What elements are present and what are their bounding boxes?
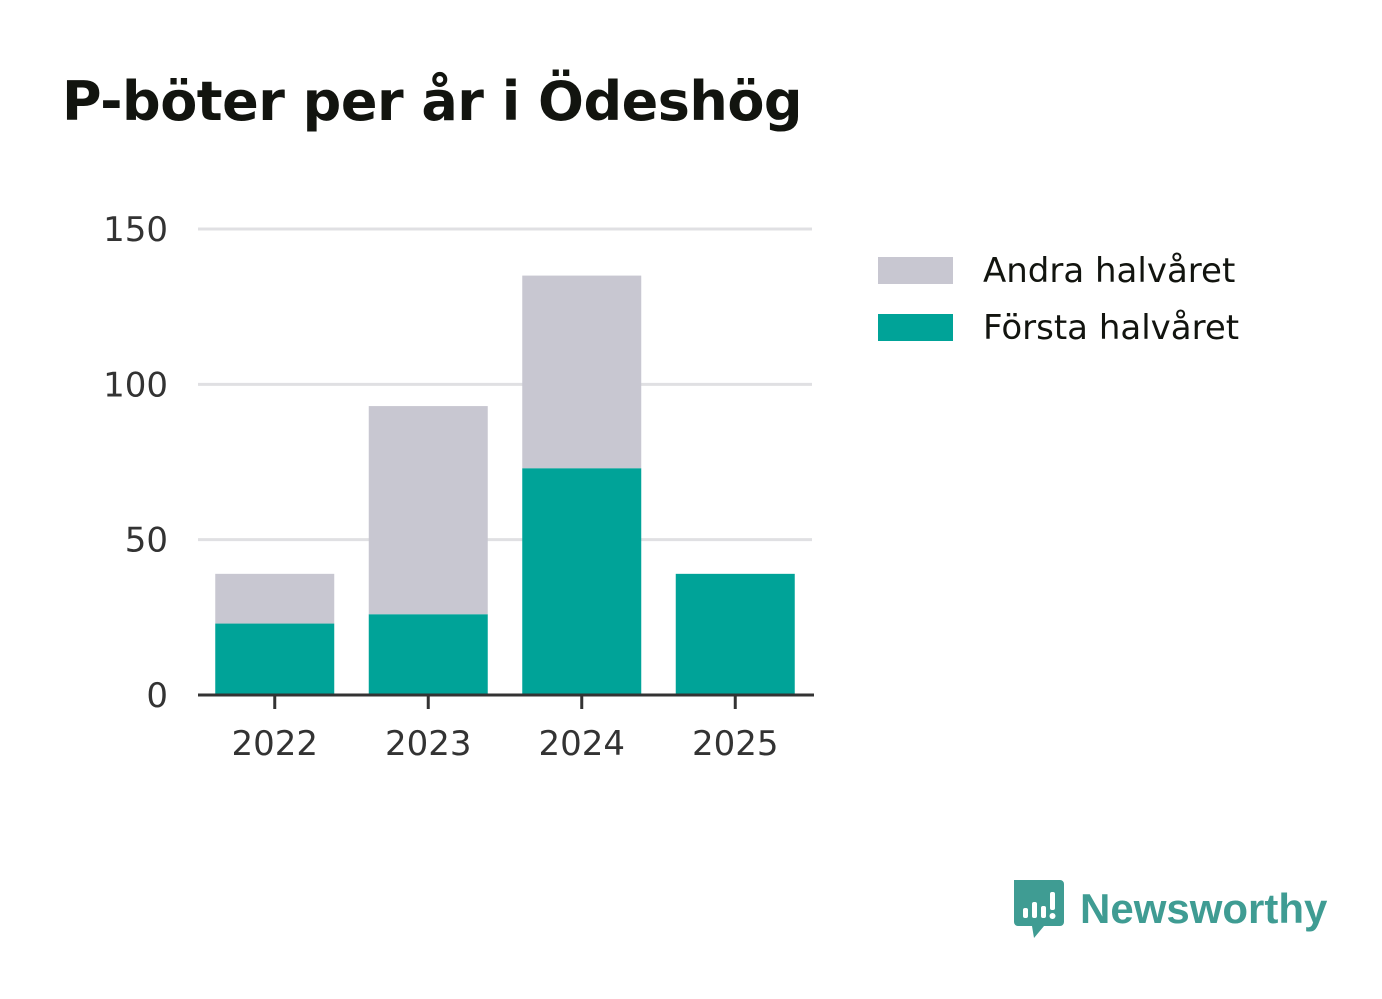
newsworthy-brand[interactable]: Newsworthy: [1010, 878, 1327, 940]
y-tick-label: 100: [103, 365, 168, 405]
y-tick-label: 0: [146, 676, 168, 716]
bar-2023-andra[interactable]: [368, 406, 488, 615]
bar-2024-andra[interactable]: [522, 275, 642, 469]
legend-label: Första halvåret: [983, 308, 1239, 348]
y-tick-label: 150: [103, 210, 168, 250]
x-tick-label-2025: 2025: [692, 724, 779, 764]
x-axis: 2022 2023 2024 2025: [198, 693, 814, 764]
legend-swatch: [878, 257, 953, 284]
bar-2024-forsta[interactable]: [522, 468, 642, 695]
legend: Andra halvåret Första halvåret: [878, 251, 1239, 348]
brand-name: Newsworthy: [1080, 885, 1328, 932]
bar-2023-forsta[interactable]: [368, 614, 488, 695]
legend-label: Andra halvåret: [983, 251, 1235, 291]
bar-2022-forsta[interactable]: [215, 623, 335, 695]
chart-title: P-böter per år i Ödeshög: [62, 70, 803, 133]
x-tick-label-2022: 2022: [231, 724, 318, 764]
bar-2025-forsta[interactable]: [675, 573, 795, 695]
legend-swatch: [878, 314, 953, 341]
x-tick-label-2023: 2023: [385, 724, 472, 764]
y-axis-ticks: 0 50 100 150: [103, 210, 168, 716]
y-tick-label: 50: [125, 521, 168, 561]
x-tick-label-2024: 2024: [538, 724, 625, 764]
newsworthy-logo-icon: [1014, 880, 1064, 938]
bars: [215, 275, 795, 695]
bar-2022-andra[interactable]: [215, 573, 335, 624]
gridlines: [198, 227, 812, 542]
